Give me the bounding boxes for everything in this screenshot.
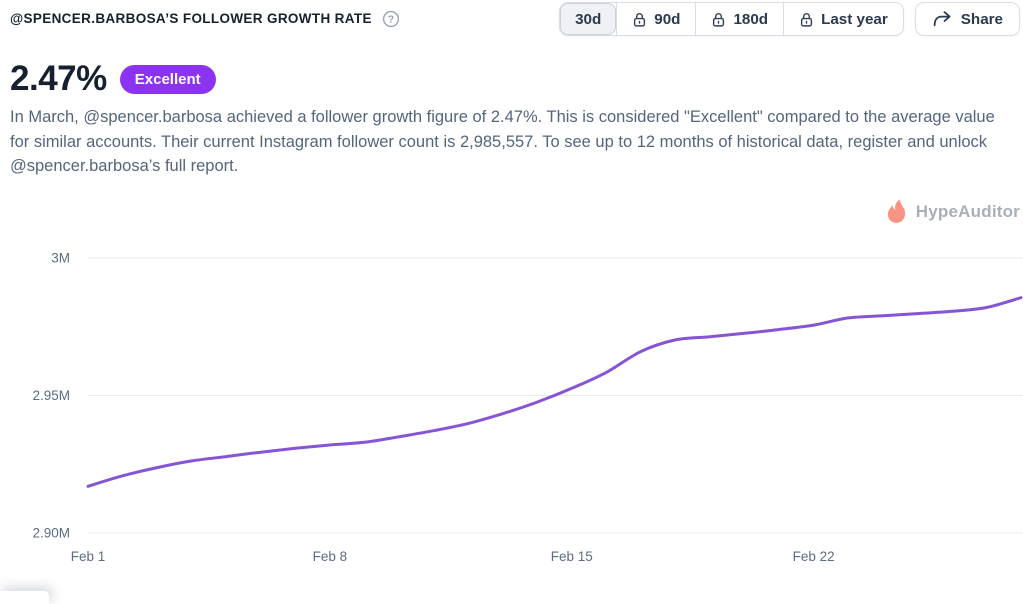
ytick-label: 2.90M bbox=[32, 526, 70, 541]
period-selector: 30d 90d 180d Last year bbox=[559, 2, 904, 36]
brand-watermark: HypeAuditor bbox=[884, 197, 1020, 226]
xtick-label: Feb 22 bbox=[793, 549, 835, 564]
period-label: 30d bbox=[575, 10, 602, 28]
help-icon[interactable]: ? bbox=[382, 10, 400, 28]
period-label: Last year bbox=[821, 10, 888, 28]
growth-rate-value: 2.47% bbox=[10, 59, 107, 98]
card-header: @SPENCER.BARBOSA’S FOLLOWER GROWTH RATE … bbox=[0, 0, 1023, 40]
lock-icon bbox=[799, 11, 814, 28]
xtick-label: Feb 1 bbox=[71, 549, 106, 564]
rating-badge: Excellent bbox=[119, 64, 216, 94]
xtick-label: Feb 15 bbox=[551, 549, 593, 564]
period-label: 180d bbox=[733, 10, 769, 28]
ytick-label: 2.95M bbox=[32, 388, 70, 403]
next-card-edge bbox=[0, 591, 49, 604]
share-label: Share bbox=[960, 10, 1003, 28]
xtick-label: Feb 8 bbox=[313, 549, 348, 564]
share-button[interactable]: Share bbox=[914, 2, 1020, 36]
period-last-year[interactable]: Last year bbox=[783, 3, 903, 35]
summary-text: In March, @spencer.barbosa achieved a fo… bbox=[10, 108, 995, 176]
title-wrap: @SPENCER.BARBOSA’S FOLLOWER GROWTH RATE … bbox=[10, 9, 400, 28]
period-30d[interactable]: 30d bbox=[560, 3, 617, 35]
header-controls: 30d 90d 180d Last year Share bbox=[559, 2, 1020, 36]
page-title: @SPENCER.BARBOSA’S FOLLOWER GROWTH RATE bbox=[10, 11, 372, 26]
lock-icon bbox=[632, 11, 647, 28]
svg-text:?: ? bbox=[388, 14, 394, 26]
lock-icon bbox=[711, 11, 726, 28]
metric-row: 2.47% Excellent bbox=[10, 59, 216, 99]
period-90d[interactable]: 90d bbox=[616, 3, 695, 35]
period-180d[interactable]: 180d bbox=[695, 3, 783, 35]
share-icon bbox=[932, 10, 952, 28]
ytick-label: 3M bbox=[51, 251, 70, 266]
period-label: 90d bbox=[654, 10, 681, 28]
flame-icon bbox=[884, 197, 909, 226]
follower-line bbox=[86, 296, 1023, 488]
brand-name: HypeAuditor bbox=[915, 201, 1020, 221]
